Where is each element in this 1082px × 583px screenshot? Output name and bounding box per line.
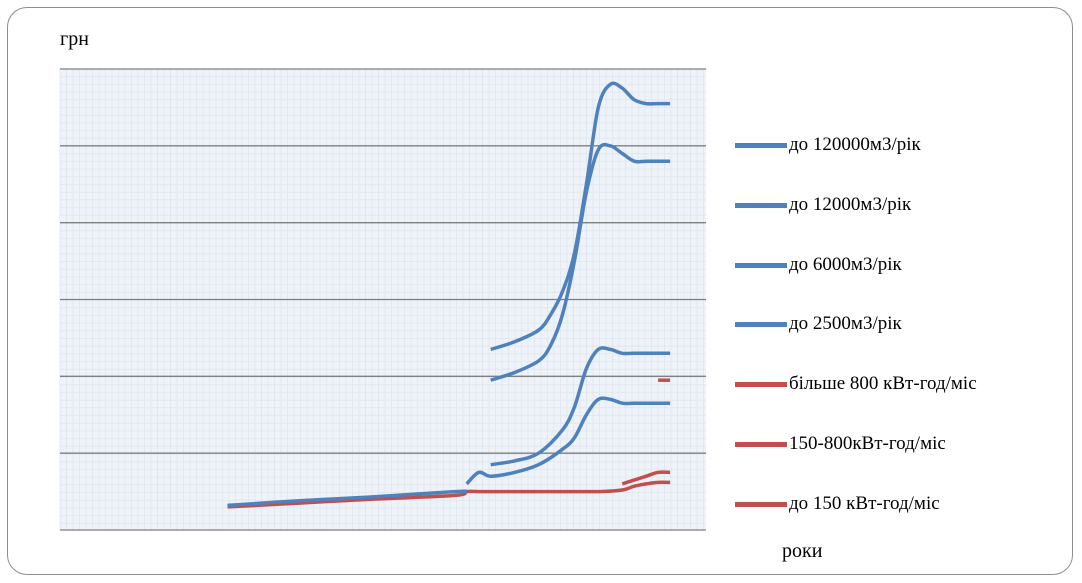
legend-item: більше 800 кВт-год/міс [735, 369, 977, 399]
y-axis-label: грн [60, 28, 89, 50]
series-line [227, 480, 671, 509]
series-line [490, 81, 671, 352]
series-line [490, 346, 671, 467]
series-line [227, 489, 469, 508]
x-axis-label: роки [782, 540, 823, 562]
legend-label: до 2500м3/рік [789, 313, 902, 334]
legend-swatch [735, 381, 787, 387]
legend-label: до 6000м3/рік [789, 254, 902, 275]
series-line [621, 470, 671, 486]
legend-swatch [735, 321, 787, 327]
legend-label: до 12000м3/рік [789, 194, 912, 215]
legend-item: до 150 кВт-год/міс [735, 489, 940, 519]
legend-item: 150-800кВт-год/міс [735, 429, 946, 459]
legend-swatch [735, 142, 787, 148]
series-line [490, 142, 671, 382]
legend-swatch [735, 262, 787, 268]
legend-swatch [735, 501, 787, 507]
legend-item: до 120000м3/рік [735, 130, 921, 160]
legend-label: до 120000м3/рік [789, 134, 921, 155]
legend-label: більше 800 кВт-год/міс [789, 373, 977, 394]
legend-swatch [735, 202, 787, 208]
legend-item: до 2500м3/рік [735, 309, 902, 339]
legend-label: до 150 кВт-год/міс [789, 493, 940, 514]
legend-swatch [735, 441, 787, 447]
series-line [465, 396, 671, 486]
legend-label: 150-800кВт-год/міс [789, 433, 946, 454]
legend-item: до 12000м3/рік [735, 190, 911, 220]
legend-item: до 6000м3/рік [735, 250, 902, 280]
